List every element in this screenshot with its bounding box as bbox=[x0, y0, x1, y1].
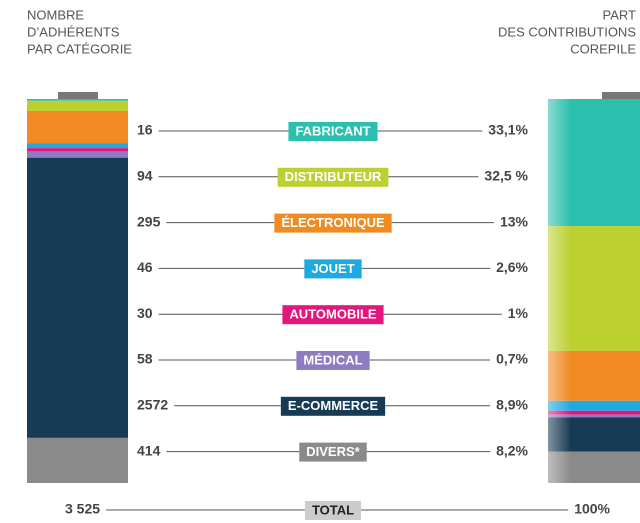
member-count: 3 525 bbox=[65, 501, 100, 517]
left-header: PAR CATÉGORIE bbox=[27, 41, 132, 56]
category-box bbox=[296, 351, 370, 370]
battery-cap bbox=[602, 92, 640, 99]
share: 100% bbox=[574, 501, 610, 517]
left-header: D’ADHÉRENTS bbox=[27, 24, 120, 39]
left-header: NOMBRE bbox=[27, 7, 84, 22]
category-label: FABRICANT bbox=[295, 123, 370, 138]
bar-segment bbox=[27, 151, 128, 158]
bar-segment bbox=[27, 100, 128, 111]
category-label: AUTOMOBILE bbox=[289, 307, 376, 322]
share: 13% bbox=[500, 213, 529, 229]
bar-segment bbox=[27, 148, 128, 152]
shine bbox=[548, 99, 640, 483]
category-box bbox=[274, 213, 392, 233]
right-header: COREPILE bbox=[570, 41, 636, 56]
category-box bbox=[288, 122, 378, 141]
category-label: JOUET bbox=[311, 261, 354, 276]
category-box bbox=[304, 501, 362, 520]
member-count: 16 bbox=[137, 122, 153, 138]
bar-segment bbox=[27, 437, 128, 483]
member-count: 94 bbox=[137, 168, 153, 184]
share: 0,7% bbox=[496, 351, 528, 367]
share: 1% bbox=[508, 305, 529, 321]
right-header: PART bbox=[603, 7, 637, 22]
category-box bbox=[304, 259, 362, 279]
category-box bbox=[282, 305, 384, 325]
category-label: ÉLECTRONIQUE bbox=[281, 215, 385, 230]
member-count: 58 bbox=[137, 351, 153, 367]
share: 32,5 % bbox=[484, 168, 528, 184]
bar-segment bbox=[27, 157, 128, 438]
battery-cap bbox=[58, 92, 98, 99]
category-label: DISTRIBUTEUR bbox=[285, 169, 382, 184]
category-box bbox=[299, 442, 367, 462]
member-count: 46 bbox=[137, 259, 153, 275]
share: 33,1% bbox=[488, 122, 528, 138]
member-count: 2572 bbox=[137, 397, 168, 413]
category-box bbox=[277, 167, 389, 187]
member-count: 295 bbox=[137, 213, 161, 229]
category-box bbox=[280, 396, 386, 416]
member-count: 30 bbox=[137, 305, 153, 321]
category-label: E-COMMERCE bbox=[288, 398, 379, 413]
member-count: 414 bbox=[137, 442, 161, 458]
share: 8,2% bbox=[496, 442, 528, 458]
right-header: DES CONTRIBUTIONS bbox=[498, 24, 636, 39]
category-label: TOTAL bbox=[312, 502, 354, 517]
bar-segment bbox=[27, 110, 128, 144]
category-label: DIVERS* bbox=[306, 444, 360, 459]
share: 8,9% bbox=[496, 397, 528, 413]
bar-segment bbox=[27, 99, 128, 101]
category-label: MÉDICAL bbox=[303, 352, 362, 367]
bar-segment bbox=[27, 143, 128, 149]
share: 2,6% bbox=[496, 259, 528, 275]
